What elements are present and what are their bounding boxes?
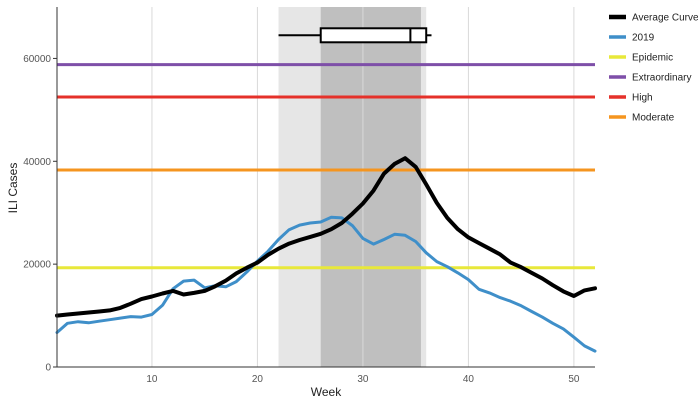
y-tick-label-60000: 60000	[23, 54, 51, 65]
series-line-average-curve	[55, 156, 597, 318]
threshold-lines	[57, 63, 595, 270]
peak-week-boxplot	[278, 27, 432, 44]
legend-label-2019: 2019	[632, 33, 655, 44]
legend-label-extraordinary: Extraordinary	[632, 73, 691, 84]
legend-label-moderate: Moderate	[632, 113, 675, 124]
grid-lines	[151, 7, 575, 367]
x-tick-label-40: 40	[463, 374, 475, 385]
x-tick-label-10: 10	[146, 374, 158, 385]
legend-label-high: High	[632, 93, 653, 104]
y-tick-label-40000: 40000	[23, 157, 51, 168]
shaded-bands	[278, 7, 427, 367]
x-tick-label-30: 30	[357, 374, 369, 385]
legend-label-average-curve: Average Curve	[632, 13, 698, 24]
y-axis-title: ILI Cases	[6, 163, 20, 214]
series-lines	[55, 156, 597, 353]
axes: 10 20 30 40 50 0 20000 40000 60000	[23, 7, 595, 385]
x-axis-title: Week	[311, 385, 342, 399]
y-tick-label-0: 0	[45, 363, 51, 374]
x-tick-label-20: 20	[252, 374, 264, 385]
legend-label-epidemic: Epidemic	[632, 53, 673, 64]
series-line-2019	[55, 215, 597, 353]
boxplot-box	[319, 27, 428, 44]
y-tick-label-20000: 20000	[23, 260, 51, 271]
shaded-band-2	[320, 7, 421, 367]
legend: Average Curve 2019 Epidemic Extraordinary Hi…	[609, 13, 698, 124]
x-tick-label-50: 50	[568, 374, 580, 385]
